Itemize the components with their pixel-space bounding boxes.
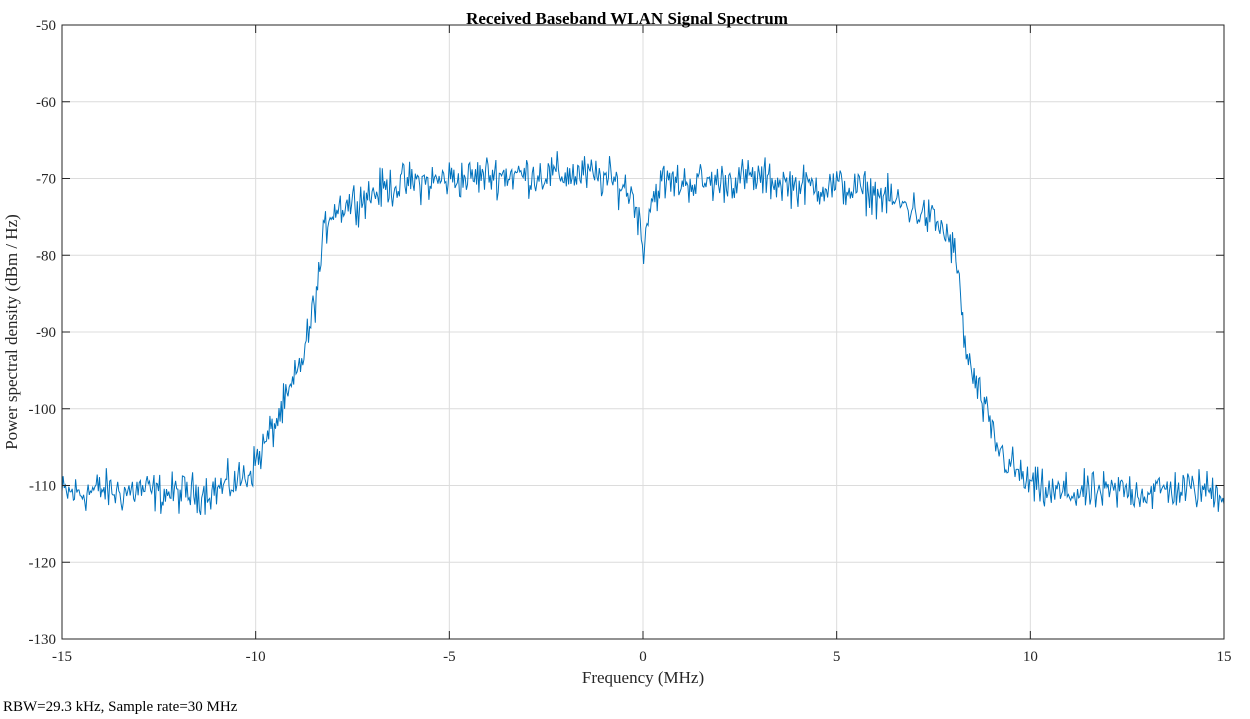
y-tick-label: -80 bbox=[36, 248, 56, 264]
y-tick-label: -130 bbox=[29, 632, 57, 648]
x-axis-label: Frequency (MHz) bbox=[582, 668, 704, 687]
y-tick-label: -70 bbox=[36, 172, 56, 188]
y-tick-label: -110 bbox=[29, 479, 56, 495]
x-tick-label: 15 bbox=[1217, 649, 1232, 665]
grid bbox=[61, 24, 1225, 640]
x-tick-label: -10 bbox=[246, 649, 266, 665]
x-tick-label: 0 bbox=[639, 649, 647, 665]
chart-title: Received Baseband WLAN Signal Spectrum bbox=[466, 9, 788, 28]
x-tick-label: -5 bbox=[443, 649, 456, 665]
x-tick-label: 10 bbox=[1023, 649, 1038, 665]
x-tick-label: 5 bbox=[833, 649, 841, 665]
y-tick-label: -60 bbox=[36, 95, 56, 111]
y-tick-label: -90 bbox=[36, 325, 56, 341]
series-line bbox=[61, 151, 1225, 516]
y-tick-label: -120 bbox=[29, 555, 57, 571]
plot-area bbox=[61, 151, 1225, 516]
y-tick-label: -50 bbox=[36, 18, 56, 34]
y-axis-label: Power spectral density (dBm / Hz) bbox=[2, 214, 21, 450]
measurement-note: RBW=29.3 kHz, Sample rate=30 MHz bbox=[3, 699, 238, 715]
y-tick-label: -100 bbox=[29, 402, 57, 418]
axis-ticks: -15 -10 -5 0 5 10 15-130-120-110-100-90-80-70-… bbox=[29, 18, 1232, 665]
x-tick-label: -15 bbox=[52, 649, 72, 665]
